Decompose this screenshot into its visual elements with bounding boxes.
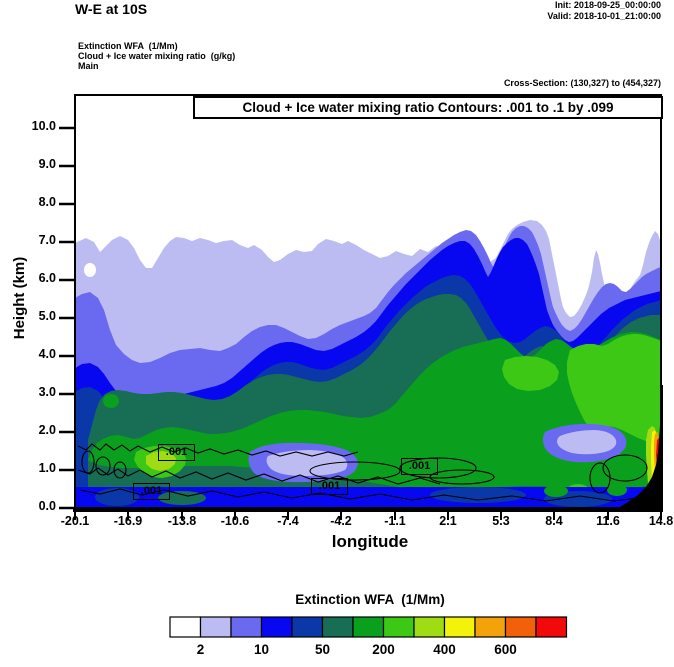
x-tick-label: -13.8	[167, 514, 197, 528]
colorbar-cell	[474, 616, 507, 638]
x-tick-label: 8.4	[545, 514, 563, 528]
colorbar-cell	[230, 616, 263, 638]
colorbar-cell	[169, 616, 202, 638]
valid-time-label: Valid: 2018-10-01_21:00:00	[547, 11, 661, 21]
y-tick-label: 3.0	[38, 385, 56, 399]
colorbar-cell	[443, 616, 476, 638]
mixing-ratio-contour-lines	[77, 443, 648, 502]
terrain	[618, 385, 663, 508]
x-axis-ticks	[74, 512, 662, 520]
yellow-green-core-left	[146, 451, 176, 471]
y-tick-label: 0.0	[38, 499, 56, 513]
x-tick-label: -7.4	[277, 514, 299, 528]
field-line-mixing-ratio: Cloud + Ice water mixing ratio (g/kg)	[78, 51, 236, 61]
y-tick-label: 2.0	[38, 423, 56, 437]
page-title: W-E at 10S	[75, 1, 148, 17]
colorbar-cell	[291, 616, 324, 638]
field-line-extinction: Extinction WFA (1/Mm)	[78, 41, 178, 51]
colorbar-tick-label: 200	[372, 642, 395, 657]
colorbar	[169, 616, 568, 638]
bottom-green-bit-2	[607, 484, 627, 496]
x-tick-label: 5.3	[492, 514, 510, 528]
x-tick-label: -16.9	[113, 514, 143, 528]
bottom-navy-2	[430, 487, 526, 503]
y-tick-label: 7.0	[38, 233, 56, 247]
colorbar-cell	[321, 616, 354, 638]
bright-green-patch-right	[567, 334, 661, 442]
colorbar-cell	[413, 616, 446, 638]
contour-label-box: .001	[158, 444, 195, 461]
x-tick-label: 14.8	[648, 514, 674, 528]
x-axis-title: longitude	[331, 532, 409, 551]
y-tick-label: 1.0	[38, 461, 56, 475]
y-axis-title: Height (km)	[11, 256, 28, 340]
cloud-hole-1	[84, 263, 96, 277]
colorbar-tick-label: 2	[196, 642, 205, 657]
bottom-green-bit-1	[544, 485, 568, 497]
colorbar-cell	[382, 616, 415, 638]
colorbar-title: Extinction WFA (1/Mm)	[295, 592, 445, 607]
y-axis-ticks	[59, 126, 75, 510]
contour-label-box: .001	[133, 483, 170, 500]
colorbar-tick-label: 50	[314, 642, 331, 657]
cross-section-label: Cross-Section: (130,327) to (454,327)	[503, 78, 661, 88]
contour-label-box: .001	[311, 478, 348, 495]
y-tick-label: 10.0	[31, 119, 56, 133]
colorbar-tick-label: 400	[433, 642, 456, 657]
init-time-label: Init: 2018-09-25_00:00:00	[554, 0, 661, 10]
x-tick-label: -1.1	[384, 514, 406, 528]
mid-lavender-core-2	[557, 430, 617, 455]
colorbar-tick-label: 600	[494, 642, 517, 657]
x-tick-label: 11.6	[596, 514, 620, 528]
y-tick-label: 4.0	[38, 347, 56, 361]
contour-info-box: Cloud + Ice water mixing ratio Contours:…	[193, 96, 663, 119]
colorbar-cell	[504, 616, 537, 638]
x-tick-label: 2.1	[439, 514, 457, 528]
colorbar-cell	[535, 616, 568, 638]
green-spot	[103, 394, 119, 408]
x-tick-label: -20.1	[60, 514, 90, 528]
colorbar-cell	[352, 616, 385, 638]
colorbar-tick-label: 10	[253, 642, 270, 657]
y-tick-label: 9.0	[38, 157, 56, 171]
colorbar-cell	[199, 616, 232, 638]
y-tick-label: 5.0	[38, 309, 56, 323]
x-tick-label: -4.2	[330, 514, 352, 528]
y-tick-label: 8.0	[38, 195, 56, 209]
bright-green-patch-center	[502, 356, 559, 391]
x-tick-label: -10.6	[220, 514, 250, 528]
contour-label-box: .001	[401, 458, 438, 475]
colorbar-cell	[260, 616, 293, 638]
field-line-domain: Main	[78, 61, 99, 71]
y-tick-label: 6.0	[38, 271, 56, 285]
mid-lavender-core-1	[266, 450, 348, 476]
